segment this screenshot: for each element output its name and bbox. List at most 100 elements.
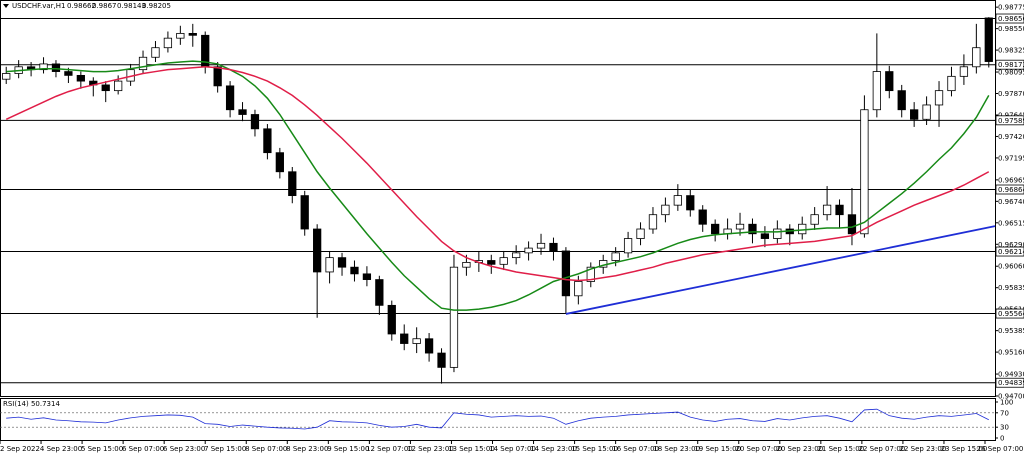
symbol: USDCHF.var,H1 bbox=[12, 2, 66, 10]
rsi-tick-label: 100 bbox=[1000, 399, 1013, 407]
level-label-box bbox=[995, 184, 1024, 195]
x-tick-label: 13 Sep 15:00 bbox=[448, 445, 495, 453]
candle-body bbox=[263, 128, 272, 154]
candle-body bbox=[163, 37, 173, 49]
open-value: 0.98662 bbox=[67, 2, 96, 10]
candle-body bbox=[810, 214, 819, 225]
candle-body bbox=[686, 195, 695, 211]
candle-body bbox=[288, 171, 297, 197]
moving-average bbox=[5, 66, 990, 282]
candle-body bbox=[51, 63, 61, 72]
y-tick-label: 0.98095 bbox=[998, 69, 1024, 77]
x-tick-label: 20 Sep 07:00 bbox=[735, 445, 782, 453]
candle-body bbox=[64, 71, 73, 76]
candle-body bbox=[313, 228, 322, 273]
level-label: 0.98172 bbox=[998, 61, 1024, 69]
candle-body bbox=[325, 257, 334, 273]
candle-body bbox=[922, 104, 931, 120]
candle-body bbox=[910, 109, 919, 120]
candle-body bbox=[375, 279, 384, 306]
menu-arrow[interactable] bbox=[3, 4, 9, 8]
rsi-tick-label: 0 bbox=[1000, 435, 1004, 443]
high-value: 0.9867 bbox=[92, 2, 117, 10]
candle-body bbox=[176, 32, 185, 39]
candle-body bbox=[138, 56, 148, 71]
x-tick-label: 23 Sep 15:00 bbox=[941, 445, 988, 453]
low-value: 0.98143 bbox=[117, 2, 146, 10]
candle-body bbox=[860, 109, 869, 235]
x-tick-label: 9 Sep 15:00 bbox=[327, 445, 369, 453]
trendline bbox=[565, 225, 996, 315]
x-tick-label: 20 Sep 23:00 bbox=[776, 445, 823, 453]
level-label: 0.95564 bbox=[998, 310, 1024, 318]
level-label-box bbox=[995, 377, 1024, 388]
x-tick-label: 16 Sep 07:00 bbox=[612, 445, 659, 453]
candle-body bbox=[225, 85, 235, 111]
x-tick-label: 5 Sep 15:00 bbox=[81, 445, 123, 453]
level-label: 0.96864 bbox=[998, 186, 1024, 194]
candle-body bbox=[561, 250, 571, 297]
rsi-tick-label: 30 bbox=[1000, 424, 1009, 432]
level-label-box bbox=[995, 59, 1024, 70]
x-tick-label: 6 Sep 07:00 bbox=[122, 445, 164, 453]
y-tick-label: 0.95385 bbox=[998, 327, 1024, 335]
x-tick-label: 12 Sep 23:00 bbox=[407, 445, 454, 453]
candle-body bbox=[984, 17, 993, 62]
level-label-box bbox=[995, 115, 1024, 126]
level-label: 0.96214 bbox=[998, 248, 1024, 256]
rsi-label: RSI(14) 50.7314 bbox=[3, 400, 60, 408]
candle-body bbox=[536, 242, 546, 249]
candle-body bbox=[76, 74, 85, 82]
y-tick-label: 0.98325 bbox=[998, 47, 1024, 55]
candle-body bbox=[636, 228, 645, 239]
candle-body bbox=[798, 223, 807, 235]
candle-body bbox=[611, 252, 620, 261]
candle-body bbox=[947, 75, 956, 92]
x-tick-label: 8 Sep 07:00 bbox=[245, 445, 287, 453]
x-tick-label: 14 Sep 23:00 bbox=[530, 445, 577, 453]
x-tick-label: 14 Sep 07:00 bbox=[489, 445, 536, 453]
candle-body bbox=[462, 262, 471, 268]
x-tick-label: 8 Sep 23:00 bbox=[286, 445, 328, 453]
candle-body bbox=[387, 304, 396, 335]
candle-body bbox=[524, 247, 533, 254]
close-value: 0.98205 bbox=[142, 2, 171, 10]
candle-body bbox=[623, 238, 633, 254]
candle-body bbox=[250, 114, 260, 130]
candle-body bbox=[400, 333, 409, 344]
x-tick-label: 18 Sep 23:00 bbox=[653, 445, 700, 453]
candle-body bbox=[188, 32, 197, 36]
candle-body bbox=[760, 233, 770, 239]
level-label-box bbox=[995, 13, 1024, 24]
rsi-tick-label: 70 bbox=[1000, 409, 1009, 417]
candle-body bbox=[735, 223, 745, 230]
candle-body bbox=[934, 90, 944, 106]
candle-body bbox=[661, 204, 670, 216]
x-tick-label: 6 Sep 23:00 bbox=[163, 445, 205, 453]
level-label-box bbox=[995, 246, 1024, 257]
candle-body bbox=[101, 84, 110, 92]
x-tick-label: 7 Sep 15:00 bbox=[204, 445, 246, 453]
candle-body bbox=[586, 266, 595, 282]
level-label: 0.97589 bbox=[998, 117, 1024, 125]
x-tick-label: 15 Sep 15:00 bbox=[571, 445, 618, 453]
candle-body bbox=[424, 338, 434, 354]
candle-body bbox=[847, 214, 857, 235]
candle-body bbox=[748, 223, 757, 235]
x-tick-label: 22 Sep 23:00 bbox=[900, 445, 947, 453]
x-tick-label: 22 Sep 07:00 bbox=[859, 445, 906, 453]
candle-body bbox=[337, 257, 347, 268]
candle-body bbox=[773, 228, 782, 239]
candle-body bbox=[648, 214, 658, 230]
x-tick-label: 12 Sep 07:00 bbox=[366, 445, 413, 453]
level-label-box bbox=[995, 308, 1024, 319]
candle-body bbox=[959, 66, 969, 77]
candle-body bbox=[362, 273, 372, 280]
x-tick-label: 21 Sep 15:00 bbox=[817, 445, 864, 453]
candle-body bbox=[574, 281, 583, 297]
y-tick-label: 0.98775 bbox=[998, 4, 1024, 12]
